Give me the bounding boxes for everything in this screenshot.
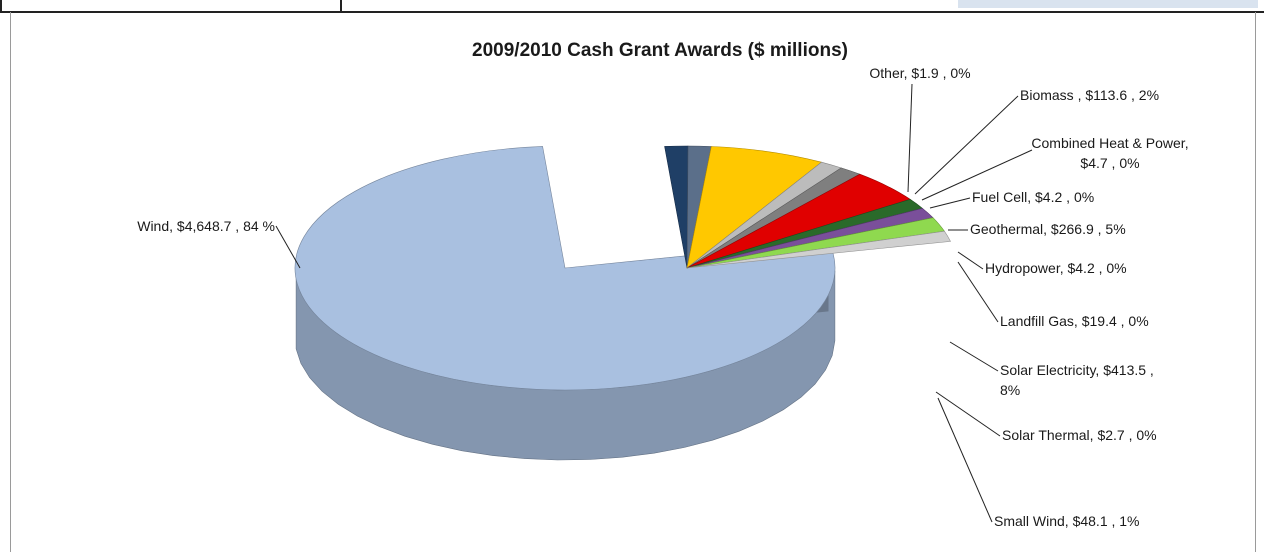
slice-label: Solar Electricity, $413.5 , bbox=[1000, 362, 1154, 378]
pie-slice-small-wind bbox=[664, 145, 689, 269]
slice-label: Biomass , $113.6 , 2% bbox=[1020, 87, 1159, 103]
slice-label: Geothermal, $266.9 , 5% bbox=[970, 221, 1126, 237]
spreadsheet-cell-highlight bbox=[958, 0, 1258, 8]
slice-label: Solar Thermal, $2.7 , 0% bbox=[1002, 427, 1157, 443]
leader-line bbox=[275, 225, 301, 269]
spreadsheet-cell bbox=[0, 0, 342, 11]
leader-line bbox=[907, 83, 913, 193]
leader-line bbox=[921, 149, 1033, 201]
slice-label: $4.7 , 0% bbox=[1080, 155, 1139, 171]
leader-line bbox=[929, 197, 971, 209]
slice-label: Combined Heat & Power, bbox=[1031, 135, 1188, 151]
leader-line bbox=[957, 251, 984, 270]
pie-slice-other bbox=[686, 230, 951, 269]
chart-title: 2009/2010 Cash Grant Awards ($ millions) bbox=[472, 40, 848, 61]
slice-label: Hydropower, $4.2 , 0% bbox=[985, 260, 1127, 276]
leader-lines bbox=[275, 83, 1033, 523]
pie-slice-wind bbox=[294, 146, 836, 391]
slice-label: Other, $1.9 , 0% bbox=[869, 65, 970, 81]
leader-line bbox=[935, 391, 1001, 437]
spreadsheet-top-strip bbox=[0, 0, 1264, 13]
pie-slice-solar-electricity bbox=[686, 146, 823, 269]
leader-line bbox=[949, 341, 999, 372]
slice-label: Landfill Gas, $19.4 , 0% bbox=[1000, 313, 1149, 329]
slice-labels: Wind, $4,648.7 , 84 % Small Wind, $48.1 ,… bbox=[137, 65, 1188, 529]
leader-line bbox=[914, 95, 1019, 195]
slice-label: 8% bbox=[1000, 382, 1020, 398]
pie-tops bbox=[294, 145, 951, 391]
leader-line bbox=[937, 397, 993, 523]
leader-line bbox=[957, 261, 999, 323]
slice-label: Fuel Cell, $4.2 , 0% bbox=[972, 189, 1094, 205]
slice-label: Small Wind, $48.1 , 1% bbox=[994, 513, 1140, 529]
slice-label: Wind, $4,648.7 , 84 % bbox=[137, 218, 275, 234]
chart-frame bbox=[10, 12, 1256, 552]
